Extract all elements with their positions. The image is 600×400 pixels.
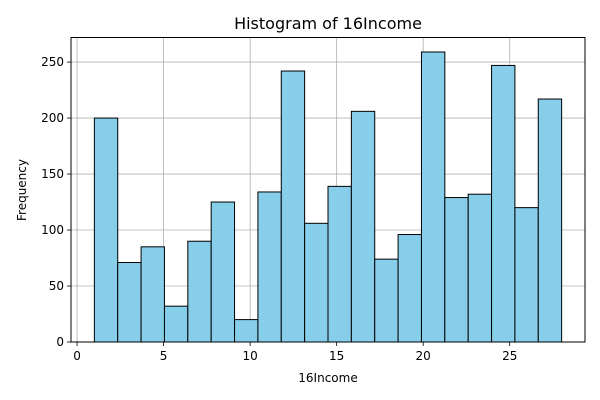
histogram-bar — [537, 98, 563, 343]
histogram-bar — [187, 240, 212, 343]
x-tick-label: 5 — [160, 349, 168, 363]
histogram-bar — [93, 117, 119, 343]
x-tick-label: 25 — [502, 349, 517, 363]
x-tick-label: 10 — [242, 349, 257, 363]
histogram-bar — [163, 305, 189, 343]
histogram-bar — [467, 193, 493, 343]
y-tick-label: 250 — [41, 55, 64, 69]
histogram-bar — [327, 185, 352, 343]
x-tick-label: 0 — [73, 349, 81, 363]
y-tick-label: 200 — [41, 111, 64, 125]
y-axis-ticks: 0 50 100 150 200 250 — [41, 55, 71, 349]
histogram-bar — [420, 51, 446, 343]
histogram-bar — [304, 222, 329, 343]
y-axis-label: Frequency — [15, 159, 29, 221]
histogram-bar — [210, 201, 236, 343]
histogram-bar — [514, 207, 539, 343]
histogram-bar — [374, 258, 399, 343]
plot-area-frame — [70, 37, 586, 343]
histogram-bar — [257, 191, 282, 343]
histogram-bar — [280, 70, 306, 343]
histogram-bar — [350, 110, 376, 343]
histogram-bar — [140, 246, 165, 343]
y-tick-label: 100 — [41, 223, 64, 237]
histogram-bar — [397, 234, 422, 343]
y-tick-label: 50 — [49, 279, 64, 293]
x-axis-label: 16Income — [298, 371, 357, 385]
histogram-bar — [117, 262, 142, 343]
x-tick-label: 20 — [416, 349, 431, 363]
x-axis-ticks: 0 5 10 15 20 25 — [73, 342, 517, 363]
histogram-bar — [491, 64, 516, 343]
bars — [93, 51, 563, 343]
chart-title: Histogram of 16Income — [234, 14, 422, 33]
y-tick-label: 0 — [56, 335, 64, 349]
y-tick-label: 150 — [41, 167, 64, 181]
x-tick-label: 15 — [329, 349, 344, 363]
histogram-bar — [234, 319, 259, 343]
histogram-bar — [444, 197, 469, 343]
